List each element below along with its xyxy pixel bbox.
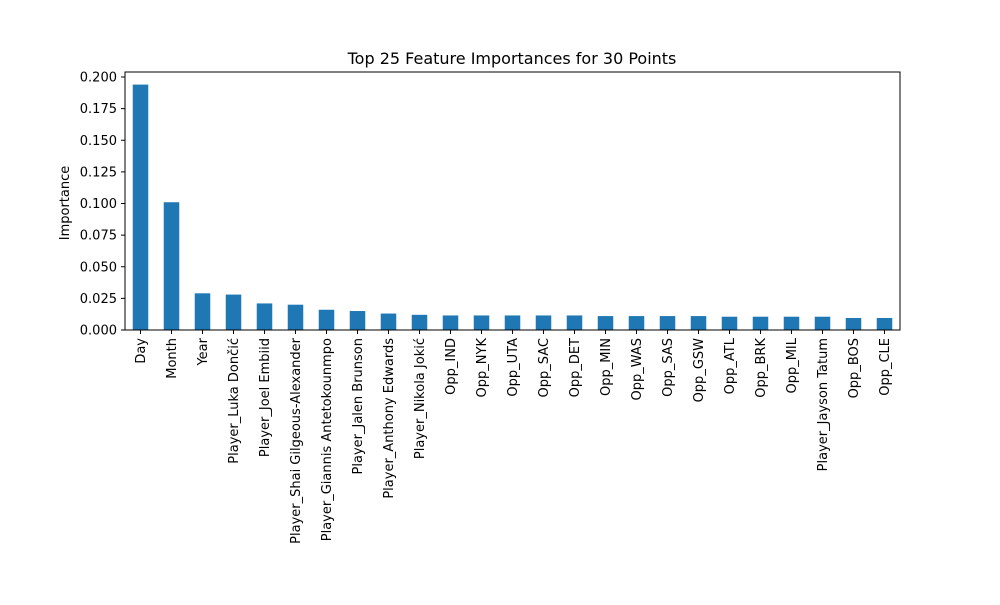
bar xyxy=(535,315,552,330)
bars-group xyxy=(132,84,893,330)
x-tick-label: Player_Luka Dončić xyxy=(227,338,242,464)
bar xyxy=(287,304,304,330)
bar xyxy=(814,316,831,330)
bar xyxy=(163,202,180,330)
x-tick-label: Player_Anthony Edwards xyxy=(382,338,397,499)
y-tick-label: 0.200 xyxy=(80,71,117,86)
bar xyxy=(225,294,242,330)
x-tick-label: Player_Nikola Jokić xyxy=(413,338,428,459)
x-tick-label: Opp_ATL xyxy=(723,337,738,394)
x-tick-label: Player_Giannis Antetokounmpo xyxy=(320,338,335,541)
x-tick-label: Player_Joel Embiid xyxy=(258,338,273,457)
x-tick-label: Month xyxy=(165,338,180,379)
x-tick-label: Opp_BRK xyxy=(754,338,769,398)
y-axis-label: Importance xyxy=(58,166,73,241)
x-tick-label: Player_Shai Gilgeous-Alexander xyxy=(289,337,304,543)
bar xyxy=(845,317,862,330)
bar xyxy=(597,316,614,330)
x-tick-label: Year xyxy=(196,337,211,366)
bar xyxy=(442,315,459,330)
y-tick-label: 0.000 xyxy=(80,324,117,339)
bar xyxy=(504,315,521,330)
y-tick-label: 0.150 xyxy=(80,134,117,149)
bar xyxy=(721,316,738,330)
chart-title: Top 25 Feature Importances for 30 Points xyxy=(347,49,677,68)
x-tick-label: Opp_SAC xyxy=(537,338,552,397)
bar xyxy=(256,303,273,330)
bar xyxy=(752,316,769,330)
bar xyxy=(566,315,583,330)
x-tick-label: Opp_NYK xyxy=(475,338,490,398)
x-tick-label: Day xyxy=(134,338,149,364)
x-tick-label: Opp_CLE xyxy=(878,338,893,396)
bar xyxy=(132,84,149,330)
bar xyxy=(473,315,490,330)
y-tick-label: 0.175 xyxy=(80,102,117,117)
bar xyxy=(690,316,707,330)
x-tick-label: Opp_SAS xyxy=(661,338,676,397)
x-axis-ticks: Day Month Year Player_Luka Dončić Player_Joe… xyxy=(134,330,893,544)
y-tick-label: 0.125 xyxy=(80,165,117,180)
x-tick-label: Opp_IND xyxy=(444,338,459,395)
x-tick-label: Opp_DET xyxy=(568,338,583,397)
y-tick-label: 0.100 xyxy=(80,197,117,212)
x-tick-label: Player_Jayson Tatum xyxy=(816,338,831,471)
x-tick-label: Opp_WAS xyxy=(630,338,645,401)
x-tick-label: Opp_UTA xyxy=(506,338,521,397)
bar xyxy=(628,316,645,330)
y-tick-label: 0.075 xyxy=(80,229,117,244)
bar xyxy=(411,314,428,330)
x-tick-label: Opp_MIL xyxy=(785,337,800,393)
x-tick-label: Opp_MIN xyxy=(599,338,614,396)
bar xyxy=(318,309,335,330)
bar xyxy=(783,316,800,330)
bar xyxy=(349,311,366,330)
y-axis-ticks: 0.000 0.025 0.050 0.075 0.100 0.125 0.150 0.175… xyxy=(80,71,125,339)
bar xyxy=(659,316,676,330)
y-tick-label: 0.025 xyxy=(80,292,117,307)
bar xyxy=(194,293,211,330)
x-tick-label: Opp_BOS xyxy=(847,338,862,398)
y-tick-label: 0.050 xyxy=(80,260,117,275)
bar xyxy=(876,317,893,330)
plot-frame xyxy=(124,71,901,331)
x-tick-label: Player_Jalen Brunson xyxy=(351,338,366,474)
x-tick-label: Opp_GSW xyxy=(692,338,707,403)
bar xyxy=(380,313,397,330)
